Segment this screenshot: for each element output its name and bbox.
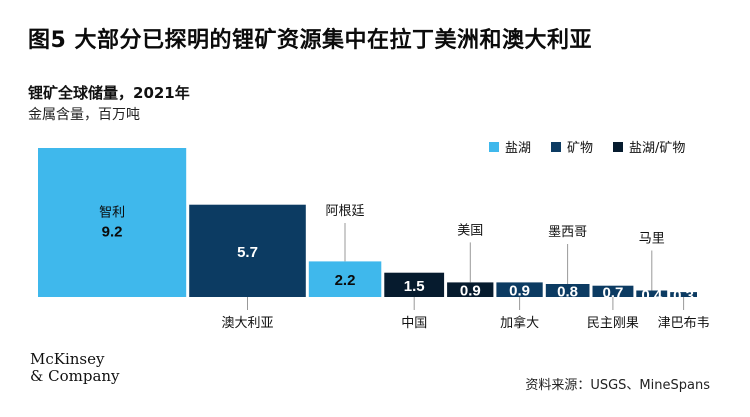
bar-5: [496, 282, 543, 297]
legend-swatch-2: [613, 142, 623, 152]
legend-label-2: 盐湖/矿物: [629, 141, 685, 156]
category-label-4: 美国: [457, 223, 483, 238]
value-label-6: 0.8: [557, 284, 578, 301]
value-label-0: 9.2: [102, 224, 123, 241]
bar-7: [592, 285, 634, 297]
logo-line-2: & Company: [30, 367, 120, 385]
source-note: 资料来源：USGS、MineSpans: [525, 378, 710, 393]
value-label-5: 0.9: [509, 283, 530, 300]
value-label-2: 2.2: [335, 272, 356, 289]
chart-title: 图5 大部分已探明的锂矿资源集中在拉丁美洲和澳大利亚: [28, 28, 592, 53]
bar-4: [447, 282, 494, 297]
category-label-0: 智利: [99, 206, 125, 221]
bar-0: [38, 148, 187, 297]
category-label-7: 民主刚果: [587, 316, 639, 331]
bar-1: [189, 204, 306, 297]
unit-label: 金属含量，百万吨: [28, 107, 140, 123]
bar-9: [670, 292, 697, 297]
category-label-6: 墨西哥: [548, 225, 587, 240]
logo-line-1: McKinsey: [30, 350, 105, 368]
legend-label-0: 盐湖: [505, 141, 531, 156]
value-label-3: 1.5: [404, 278, 425, 295]
bar-6: [545, 284, 590, 297]
legend-label-1: 矿物: [567, 141, 593, 156]
category-label-9: 津巴布韦: [658, 316, 710, 331]
bar-3: [384, 272, 445, 297]
category-label-1: 澳大利亚: [221, 315, 273, 331]
value-label-4: 0.9: [460, 283, 481, 300]
value-label-1: 5.7: [237, 244, 258, 261]
value-label-8: 0.4: [641, 287, 663, 304]
chart-subtitle: 锂矿全球储量，2021年: [28, 84, 190, 102]
mckinsey-logo: McKinsey & Company: [30, 351, 120, 385]
bar-8: [636, 290, 668, 297]
legend-swatch-0: [489, 142, 499, 152]
category-label-8: 马里: [639, 232, 665, 247]
value-label-9: 0.3: [673, 288, 694, 305]
legend-swatch-1: [551, 142, 561, 152]
category-label-3: 中国: [401, 316, 427, 331]
value-label-7: 0.7: [602, 284, 623, 301]
category-label-5: 加拿大: [500, 315, 539, 331]
bar-2: [308, 261, 382, 297]
category-label-2: 阿根廷: [325, 204, 364, 219]
